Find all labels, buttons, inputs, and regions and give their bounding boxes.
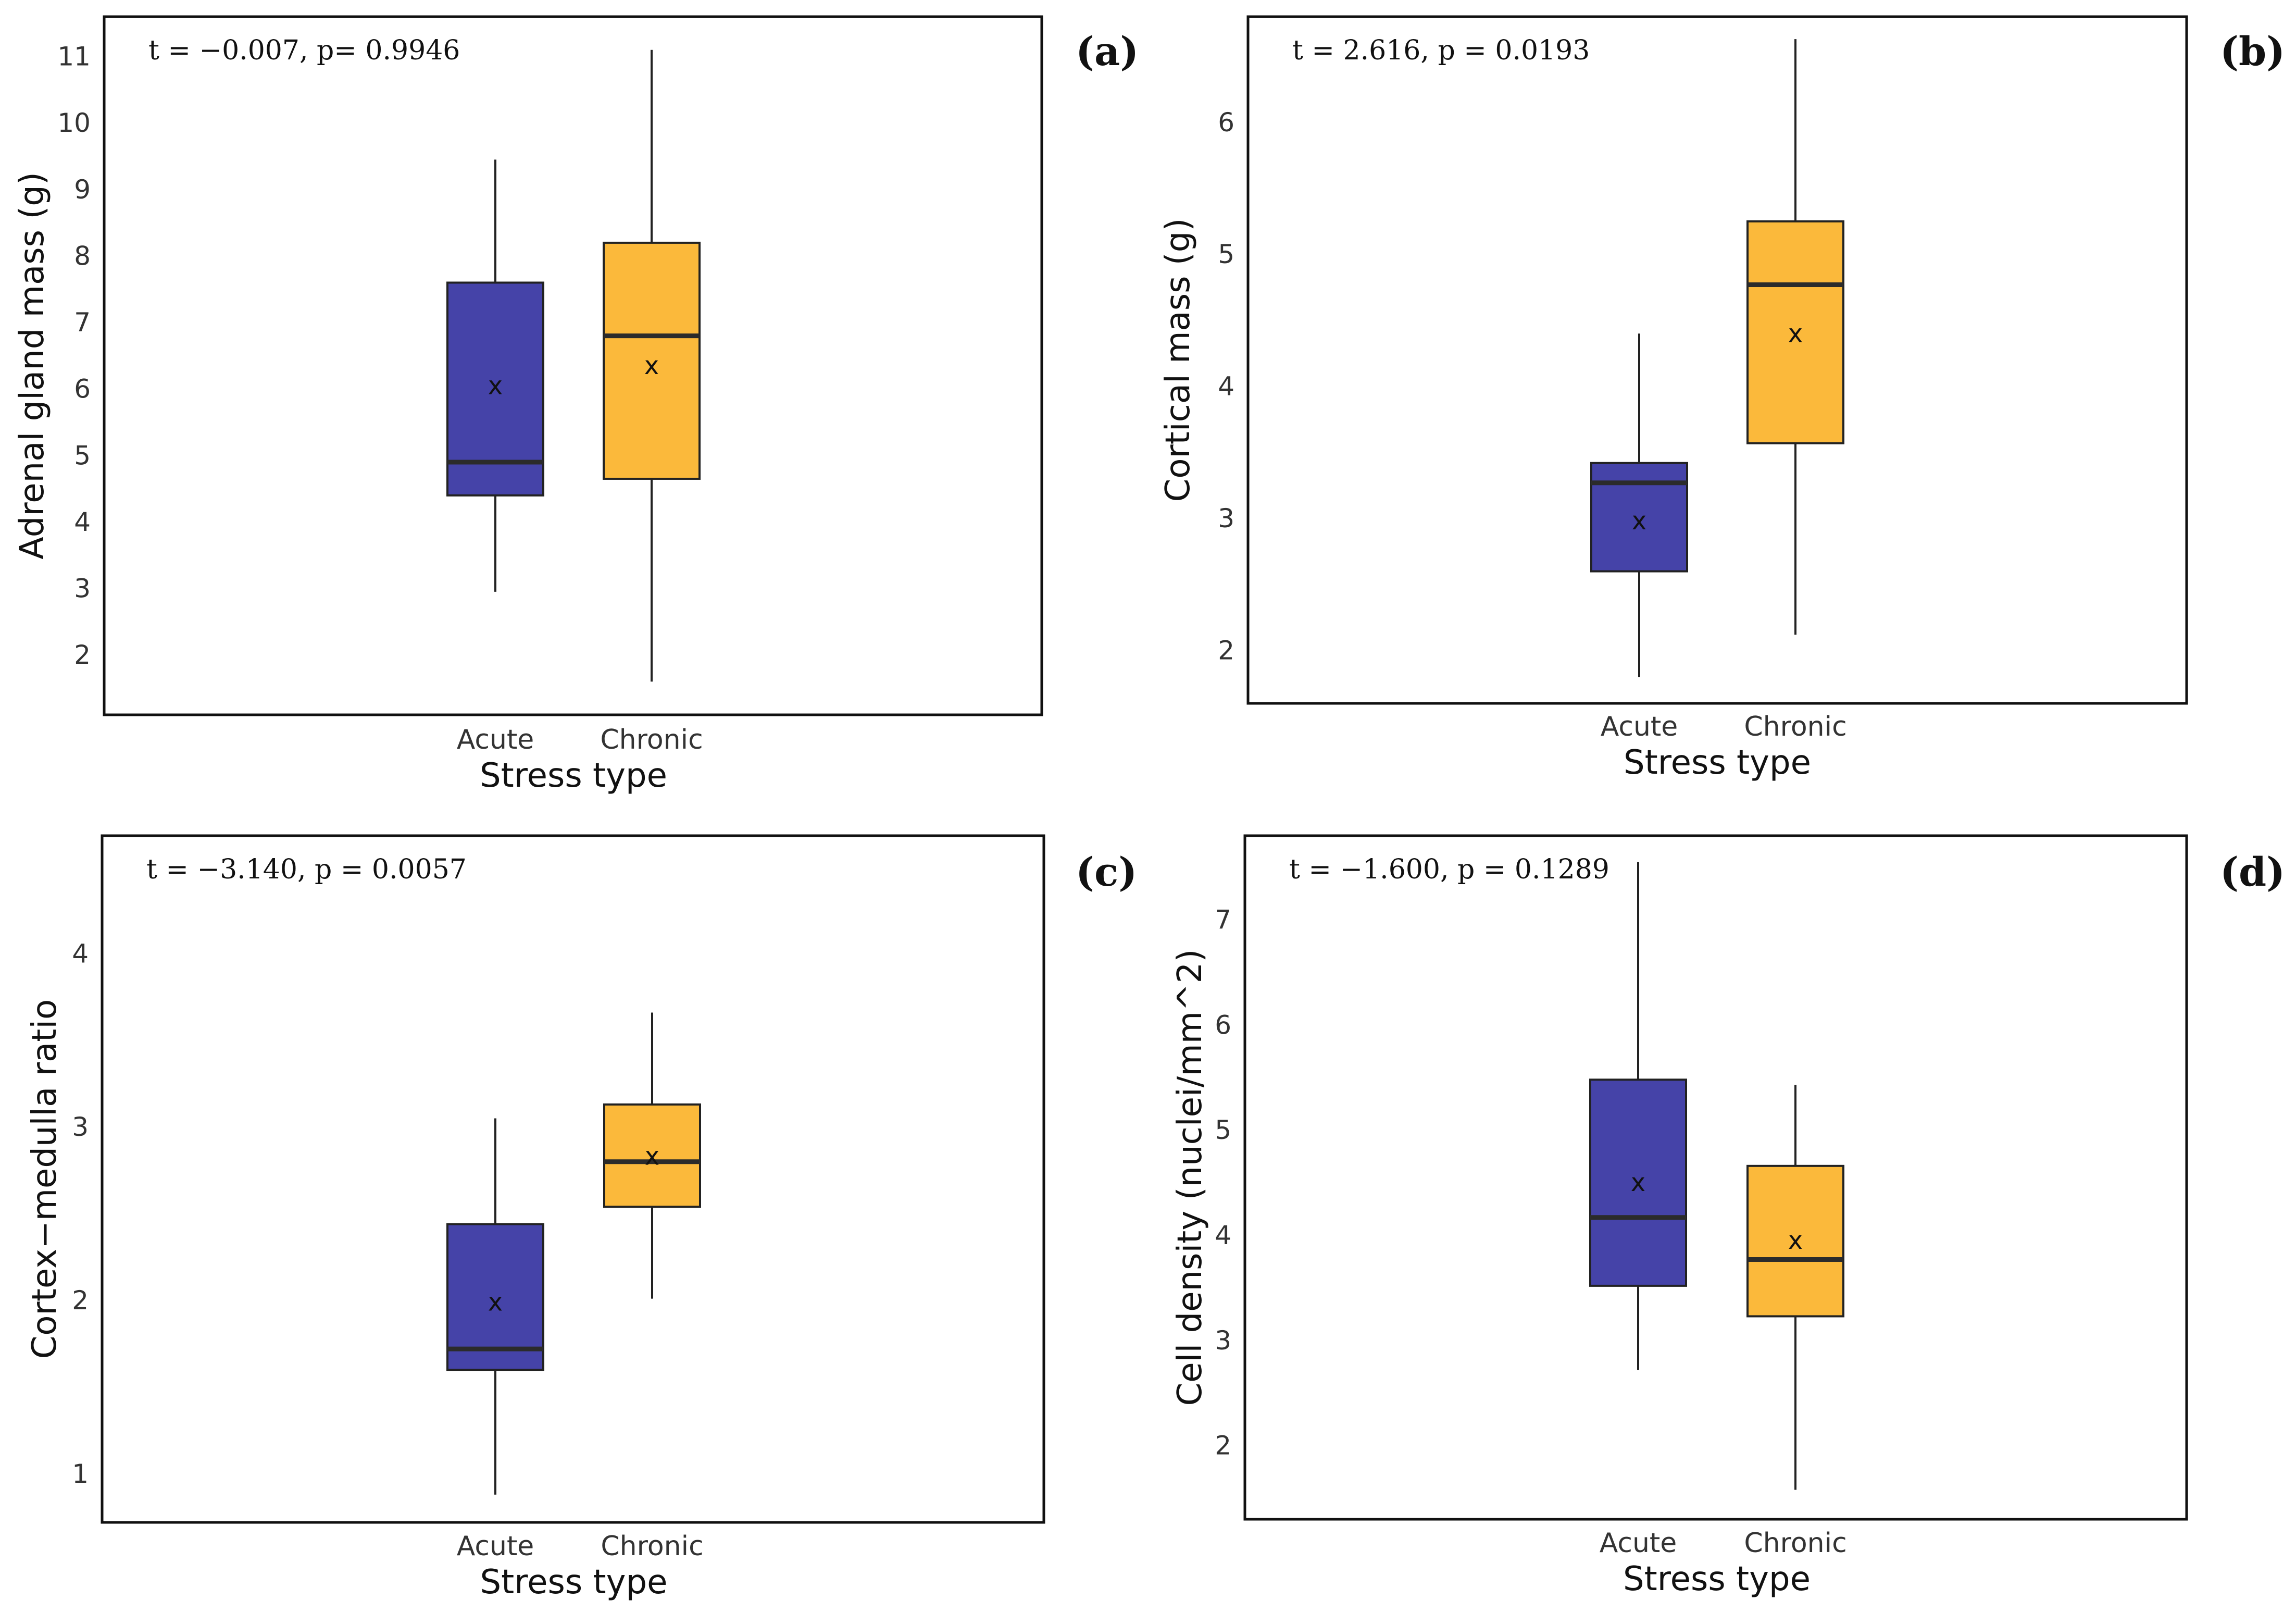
x-axis-title: Stress type bbox=[480, 1563, 668, 1602]
y-tick-label: 11 bbox=[57, 42, 91, 72]
x-axis-title: Stress type bbox=[1624, 743, 1811, 782]
mean-marker: x bbox=[1788, 1226, 1803, 1255]
y-tick-label: 6 bbox=[1218, 107, 1234, 138]
y-tick-label: 6 bbox=[74, 374, 91, 404]
panel-label: (a) bbox=[1076, 28, 1139, 75]
y-tick-label: 3 bbox=[74, 574, 91, 604]
y-tick-label: 2 bbox=[1215, 1431, 1231, 1461]
y-tick-label: 4 bbox=[1215, 1220, 1231, 1250]
y-tick-label: 9 bbox=[74, 175, 91, 205]
x-axis-title: Stress type bbox=[480, 757, 667, 795]
box-acute bbox=[446, 1223, 544, 1371]
x-category-label: Acute bbox=[457, 1531, 534, 1562]
x-category-label: Acute bbox=[457, 724, 534, 755]
mean-marker: x bbox=[488, 371, 503, 400]
panel-label: (d) bbox=[2220, 849, 2285, 895]
y-tick-label: 4 bbox=[74, 507, 91, 537]
y-tick-label: 4 bbox=[1218, 371, 1234, 402]
plot-frame bbox=[101, 834, 1045, 1524]
box-chronic bbox=[603, 241, 701, 480]
box-chronic bbox=[1746, 220, 1844, 444]
y-tick-label: 8 bbox=[74, 241, 91, 271]
y-axis-title: Adrenal gland mass (g) bbox=[13, 172, 52, 560]
mean-marker: x bbox=[645, 1142, 659, 1171]
y-tick-label: 3 bbox=[1218, 503, 1234, 534]
mean-marker: x bbox=[644, 351, 659, 380]
mean-marker: x bbox=[1632, 506, 1646, 536]
mean-marker: x bbox=[488, 1287, 503, 1317]
plot-frame bbox=[1246, 15, 2188, 705]
chart-panel-b: t = 2.616, p = 0.0193 (b) 2 3 4 5 6 Cortical ma… bbox=[1159, 15, 2285, 782]
stat-annotation: t = −1.600, p = 0.1289 bbox=[1289, 854, 1609, 885]
y-tick-label: 3 bbox=[1215, 1325, 1231, 1356]
y-tick-label: 7 bbox=[1215, 904, 1231, 935]
plot-frame bbox=[1243, 834, 2188, 1521]
y-tick-label: 5 bbox=[74, 440, 91, 470]
y-tick-label: 4 bbox=[72, 938, 89, 969]
y-tick-label: 10 bbox=[57, 108, 91, 138]
y-tick-label: 2 bbox=[72, 1285, 89, 1316]
x-category-label: Chronic bbox=[1744, 711, 1846, 742]
x-category-label: Chronic bbox=[601, 1531, 703, 1562]
y-axis-title: Cortex−medulla ratio bbox=[26, 999, 64, 1359]
panel-label: (c) bbox=[1076, 849, 1137, 895]
y-tick-label: 5 bbox=[1218, 239, 1234, 269]
x-category-label: Acute bbox=[1601, 711, 1678, 742]
x-axis-title: Stress type bbox=[1623, 1560, 1811, 1598]
box-chronic bbox=[1746, 1164, 1844, 1318]
plot-frame bbox=[103, 15, 1043, 716]
x-category-label: Chronic bbox=[600, 724, 703, 755]
stat-annotation: t = −3.140, p = 0.0057 bbox=[146, 854, 467, 885]
y-tick-label: 3 bbox=[72, 1112, 89, 1142]
x-category-label: Acute bbox=[1600, 1528, 1677, 1559]
box-acute bbox=[1589, 1078, 1687, 1287]
stat-annotation: t = −0.007, p= 0.9946 bbox=[148, 35, 460, 66]
y-tick-label: 2 bbox=[74, 640, 91, 670]
chart-panel-a: t = −0.007, p= 0.9946 (a) 2 3 4 5 6 7 8 9 10 11 Adre… bbox=[13, 15, 1139, 795]
x-category-label: Chronic bbox=[1744, 1528, 1846, 1559]
box-chronic bbox=[603, 1103, 701, 1208]
y-tick-label: 1 bbox=[72, 1459, 89, 1489]
y-axis-title: Cell density (nuclei/mm^2) bbox=[1171, 949, 1209, 1406]
y-tick-label: 5 bbox=[1215, 1115, 1231, 1145]
y-tick-label: 7 bbox=[74, 307, 91, 338]
mean-marker: x bbox=[1631, 1168, 1645, 1197]
y-axis-title: Cortical mass (g) bbox=[1159, 218, 1197, 502]
panel-label: (b) bbox=[2220, 28, 2285, 75]
stat-annotation: t = 2.616, p = 0.0193 bbox=[1292, 35, 1590, 66]
mean-marker: x bbox=[1788, 319, 1803, 348]
y-tick-label: 6 bbox=[1215, 1010, 1231, 1040]
y-tick-label: 2 bbox=[1218, 636, 1234, 666]
chart-panel-c: t = −3.140, p = 0.0057 (c) 1 2 3 4 Cortex−medu… bbox=[26, 834, 1137, 1602]
